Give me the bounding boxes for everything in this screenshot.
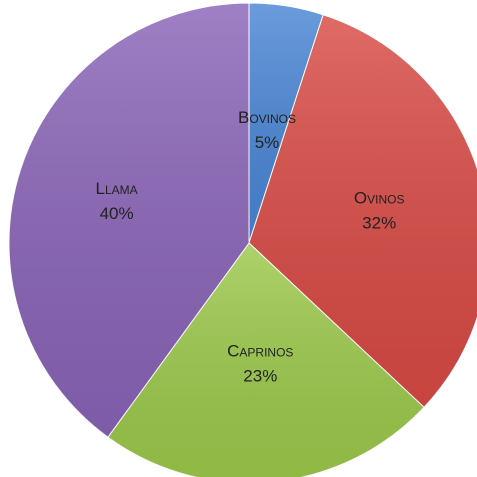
slice-label-bovinos: Bovinos xyxy=(238,108,296,127)
slice-value-bovinos: 5% xyxy=(255,133,280,152)
slice-label-llama: Llama xyxy=(96,179,138,198)
slice-value-caprinos: 23% xyxy=(243,367,277,386)
pie-slices xyxy=(8,2,477,477)
pie-slice-shade-bovinos xyxy=(249,3,324,243)
slice-label-caprinos: Caprinos xyxy=(227,342,293,361)
slice-label-ovinos: Ovinos xyxy=(354,189,405,208)
pie-slice-shade-ovinos xyxy=(249,14,477,408)
slice-value-llama: 40% xyxy=(100,204,134,223)
pie-labels: Bovinos 5% Ovinos 32% Caprinos 23% Llama 40% xyxy=(96,108,405,385)
pie-slice-shade-caprinos xyxy=(107,243,424,477)
pie-slice-shade-llama xyxy=(9,3,249,438)
slice-value-ovinos: 32% xyxy=(362,214,396,233)
